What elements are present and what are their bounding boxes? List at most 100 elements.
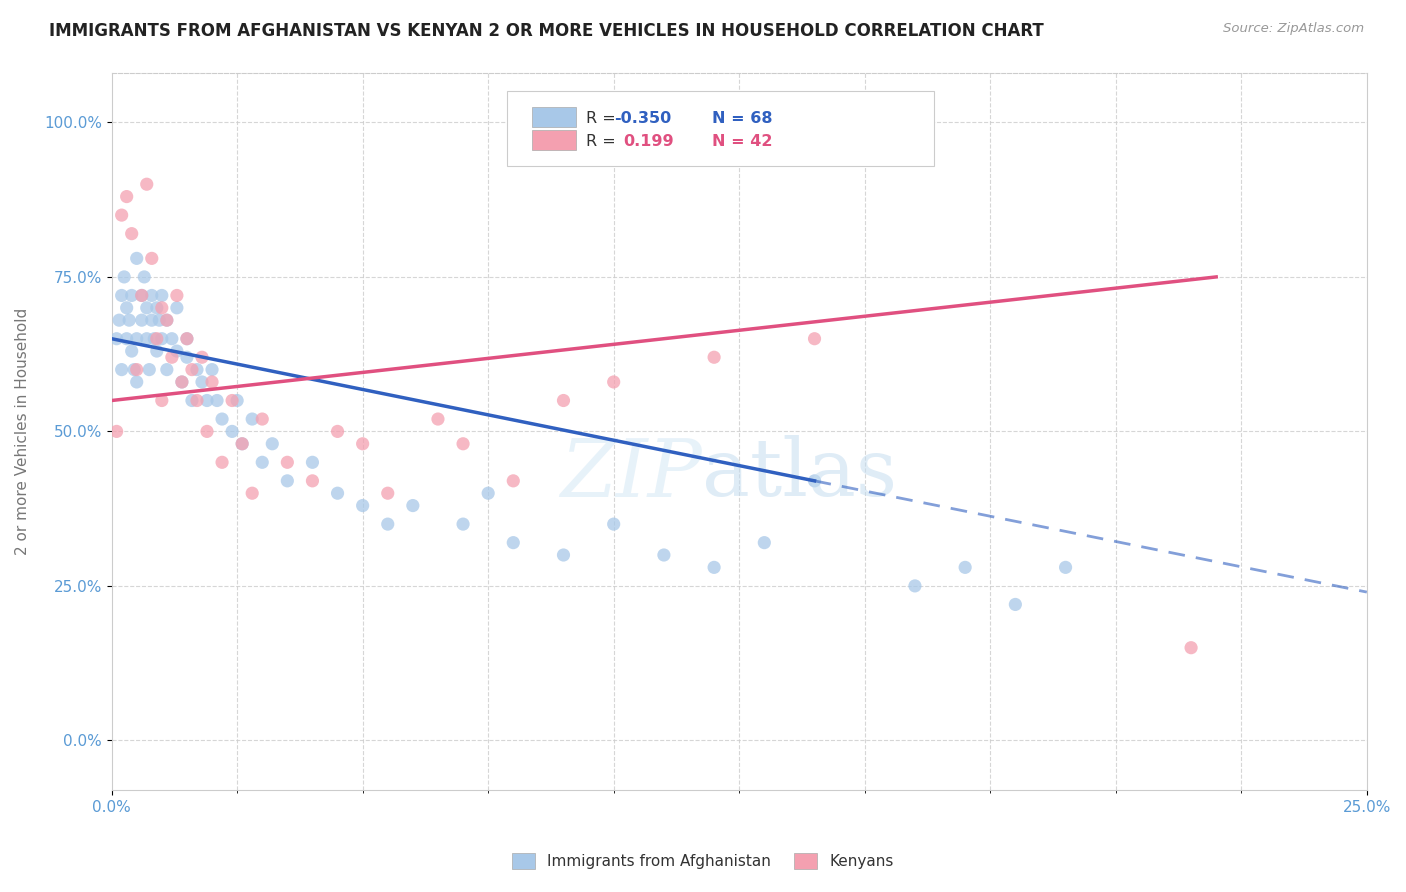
Point — [141, 313, 163, 327]
Point — [160, 351, 183, 365]
Point — [502, 535, 524, 549]
Point — [141, 252, 163, 266]
Point — [131, 288, 153, 302]
Point — [377, 486, 399, 500]
Y-axis label: 2 or more Vehicles in Household: 2 or more Vehicles in Household — [15, 308, 30, 555]
Point — [156, 362, 179, 376]
Text: N = 42: N = 42 — [711, 134, 772, 149]
Text: atlas: atlas — [702, 435, 897, 514]
Text: N = 68: N = 68 — [711, 111, 772, 126]
Point — [953, 560, 976, 574]
Point — [803, 474, 825, 488]
Point — [326, 486, 349, 500]
Text: IMMIGRANTS FROM AFGHANISTAN VS KENYAN 2 OR MORE VEHICLES IN HOUSEHOLD CORRELATIO: IMMIGRANTS FROM AFGHANISTAN VS KENYAN 2 … — [49, 22, 1045, 40]
Point — [111, 288, 134, 302]
Point — [170, 375, 193, 389]
Point — [451, 517, 474, 532]
Point — [201, 375, 224, 389]
Point — [156, 313, 179, 327]
FancyBboxPatch shape — [531, 129, 576, 150]
Point — [652, 548, 675, 562]
Point — [904, 579, 927, 593]
Point — [602, 375, 624, 389]
Point — [181, 393, 204, 408]
Point — [301, 474, 323, 488]
Point — [118, 313, 141, 327]
Point — [176, 332, 198, 346]
FancyBboxPatch shape — [531, 107, 576, 127]
Point — [181, 362, 204, 376]
FancyBboxPatch shape — [508, 91, 934, 166]
Point — [121, 288, 143, 302]
Point — [703, 560, 725, 574]
Point — [111, 208, 134, 222]
Text: 0.199: 0.199 — [624, 134, 675, 149]
Point — [1180, 640, 1202, 655]
Point — [191, 375, 214, 389]
Point — [148, 313, 170, 327]
Point — [553, 393, 575, 408]
Point — [195, 425, 218, 439]
Point — [240, 412, 263, 426]
Point — [703, 351, 725, 365]
Point — [252, 455, 274, 469]
Point — [122, 362, 145, 376]
Point — [426, 412, 449, 426]
Point — [231, 436, 253, 450]
Point — [146, 332, 169, 346]
Point — [135, 178, 157, 192]
Point — [150, 288, 173, 302]
Text: R =: R = — [586, 111, 621, 126]
Point — [146, 301, 169, 315]
Point — [201, 362, 224, 376]
Point — [186, 393, 208, 408]
Point — [352, 436, 374, 450]
Point — [211, 412, 233, 426]
Point — [191, 351, 214, 365]
Point — [252, 412, 274, 426]
Point — [205, 393, 228, 408]
Point — [231, 436, 253, 450]
Point — [352, 499, 374, 513]
Point — [131, 288, 153, 302]
Point — [402, 499, 425, 513]
Text: -0.350: -0.350 — [613, 111, 671, 126]
Point — [195, 393, 218, 408]
Point — [125, 362, 148, 376]
Point — [125, 375, 148, 389]
Point — [166, 344, 188, 359]
Point — [141, 288, 163, 302]
Point — [160, 332, 183, 346]
Point — [105, 425, 128, 439]
Point — [112, 269, 135, 284]
Point — [150, 393, 173, 408]
Point — [301, 455, 323, 469]
Point — [146, 344, 169, 359]
Point — [240, 486, 263, 500]
Text: ZIP: ZIP — [560, 435, 702, 513]
Point — [276, 455, 298, 469]
Legend: Immigrants from Afghanistan, Kenyans: Immigrants from Afghanistan, Kenyans — [506, 847, 900, 875]
Point — [211, 455, 233, 469]
Point — [803, 332, 825, 346]
Point — [138, 362, 160, 376]
Point — [754, 535, 776, 549]
Point — [602, 517, 624, 532]
Point — [451, 436, 474, 450]
Text: R =: R = — [586, 134, 626, 149]
Point — [115, 189, 138, 203]
Point — [502, 474, 524, 488]
Point — [143, 332, 166, 346]
Point — [326, 425, 349, 439]
Point — [134, 269, 156, 284]
Point — [262, 436, 284, 450]
Point — [108, 313, 131, 327]
Point — [221, 393, 243, 408]
Point — [166, 288, 188, 302]
Point — [105, 332, 128, 346]
Point — [221, 425, 243, 439]
Point — [125, 252, 148, 266]
Text: Source: ZipAtlas.com: Source: ZipAtlas.com — [1223, 22, 1364, 36]
Point — [377, 517, 399, 532]
Point — [135, 301, 157, 315]
